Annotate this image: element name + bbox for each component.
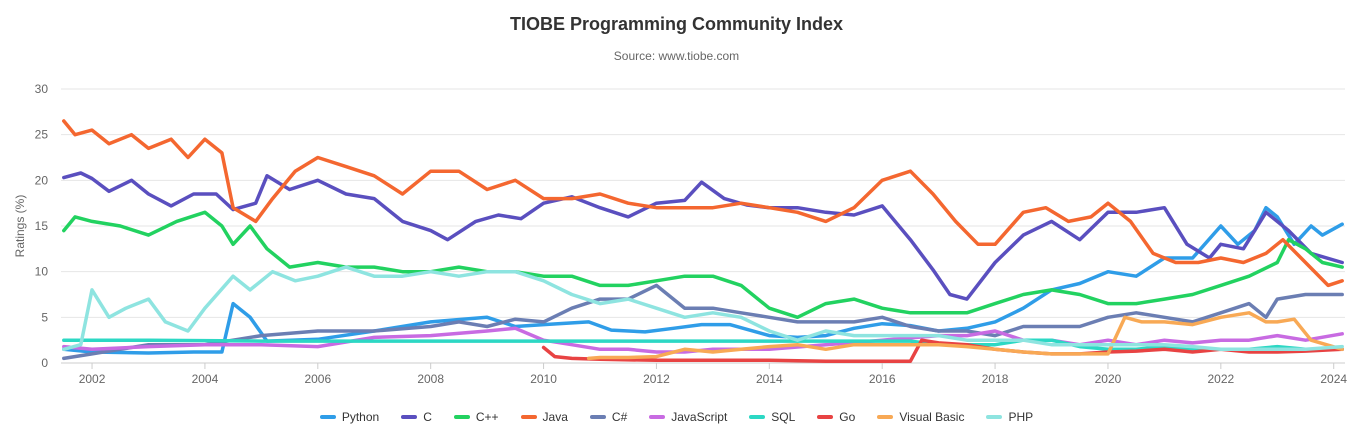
legend-item-c[interactable]: C — [401, 410, 432, 424]
legend-item-php[interactable]: PHP — [986, 410, 1033, 424]
legend-swatch — [520, 415, 537, 419]
legend-item-visual-basic[interactable]: Visual Basic — [877, 410, 964, 424]
x-tick-label: 2002 — [79, 372, 106, 386]
x-tick-label: 2010 — [530, 372, 557, 386]
legend-swatch — [877, 415, 894, 419]
series-lines — [62, 119, 1344, 363]
legend-item-javascript[interactable]: JavaScript — [649, 410, 727, 424]
x-tick-label: 2008 — [417, 372, 444, 386]
legend-label: Visual Basic — [899, 410, 965, 424]
x-tick-label: 2020 — [1095, 372, 1122, 386]
legend-swatch — [453, 415, 470, 419]
series-line-python — [62, 205, 1344, 355]
chart-title: TIOBE Programming Community Index — [509, 14, 844, 34]
legend-item-c-[interactable]: C# — [589, 410, 628, 424]
legend-swatch — [986, 415, 1003, 419]
chart-plot-area: 0 5 10 15 20 25 30 2002 2004 2006 2008 2010 2012 201… — [13, 82, 1347, 386]
y-tick-label: 30 — [35, 82, 49, 96]
legend-label: SQL — [771, 410, 796, 424]
x-tick-label: 2004 — [192, 372, 219, 386]
y-tick-label: 15 — [35, 219, 49, 233]
legend-swatch — [589, 415, 606, 419]
series-line-c- — [62, 210, 1344, 320]
legend-label: Python — [341, 410, 380, 424]
legend-swatch — [749, 415, 766, 419]
legend-label: JavaScript — [671, 410, 728, 424]
legend-label: Java — [542, 410, 568, 424]
x-tick-label: 2014 — [756, 372, 783, 386]
y-tick-label: 5 — [41, 310, 48, 324]
series-line-php — [62, 265, 1344, 352]
legend-swatch — [401, 415, 418, 419]
legend: Python C C++ Java C# JavaScript SQL Go Visual Ba… — [0, 410, 1353, 424]
series-line-java — [62, 119, 1344, 288]
series-line-visual-basic — [586, 311, 1344, 361]
legend-label: PHP — [1008, 410, 1034, 424]
y-tick-label: 25 — [35, 128, 49, 142]
x-tick-label: 2016 — [869, 372, 896, 386]
chart-subtitle: Source: www.tiobe.com — [613, 49, 740, 63]
legend-item-go[interactable]: Go — [817, 410, 855, 424]
x-tick-label: 2022 — [1207, 372, 1234, 386]
legend-swatch — [649, 415, 666, 419]
x-tick-label: 2006 — [304, 372, 331, 386]
x-tick-label: 2024 — [1320, 372, 1347, 386]
legend-swatch — [817, 415, 834, 419]
y-tick-label: 0 — [41, 356, 48, 370]
x-axis: 2002 2004 2006 2008 2010 2012 2014 2016 2018 2020… — [79, 363, 1347, 386]
y-axis: 0 5 10 15 20 25 30 — [35, 82, 49, 370]
x-tick-label: 2012 — [643, 372, 670, 386]
y-axis-title: Ratings (%) — [13, 195, 27, 258]
legend-label: Go — [839, 410, 856, 424]
legend-label: C — [423, 410, 432, 424]
legend-item-sql[interactable]: SQL — [749, 410, 795, 424]
legend-swatch — [319, 415, 336, 419]
legend-label: C++ — [475, 410, 499, 424]
legend-item-c-[interactable]: C++ — [453, 410, 499, 424]
x-tick-label: 2018 — [982, 372, 1009, 386]
legend-item-python[interactable]: Python — [319, 410, 380, 424]
series-line-c- — [62, 283, 1344, 361]
legend-item-java[interactable]: Java — [520, 410, 568, 424]
y-tick-label: 10 — [35, 265, 49, 279]
y-tick-label: 20 — [35, 173, 49, 187]
legend-label: C# — [611, 410, 628, 424]
